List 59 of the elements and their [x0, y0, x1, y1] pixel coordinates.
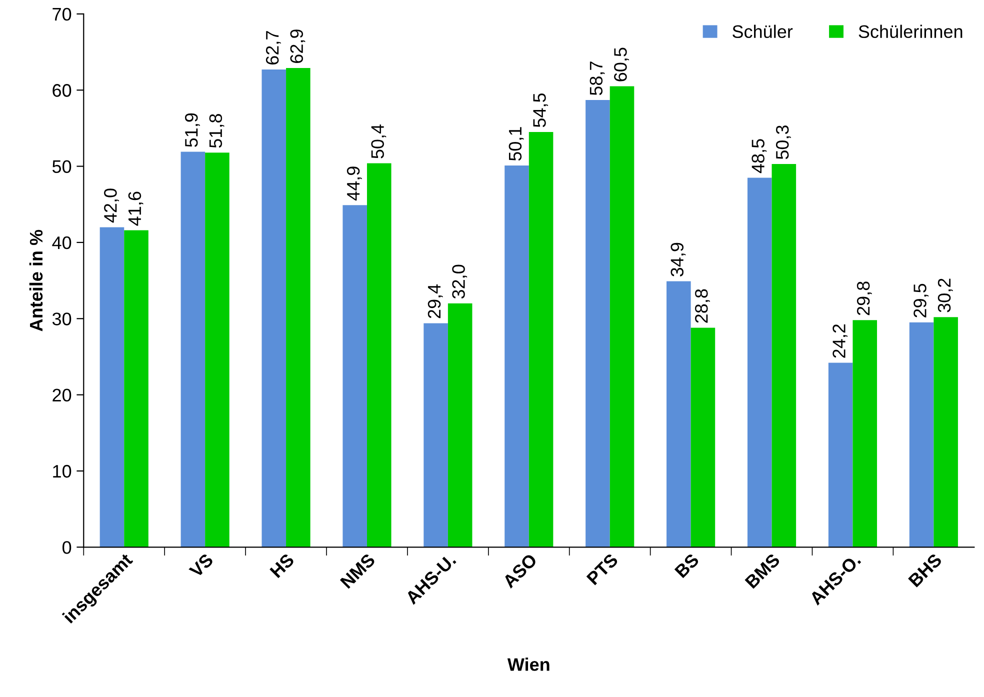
- y-tick-label: 0: [62, 541, 72, 554]
- bar: [610, 86, 634, 548]
- x-tick-label: BS: [674, 552, 700, 578]
- x-tick-label: VS: [188, 552, 214, 578]
- bar: [747, 178, 772, 548]
- legend-label: Schüler: [732, 24, 793, 38]
- bar: [586, 100, 610, 548]
- data-label: 32,0: [452, 264, 468, 299]
- y-axis-title: Anteile in %: [29, 230, 43, 332]
- bar: [424, 323, 448, 548]
- bar: [504, 166, 529, 548]
- data-label: 29,5: [914, 284, 929, 318]
- y-tick-label: 70: [52, 8, 72, 21]
- y-tick-label: 20: [52, 388, 72, 402]
- data-label: 24,2: [832, 324, 848, 358]
- data-label: 42,0: [104, 188, 119, 223]
- y-tick-label: 50: [52, 160, 72, 174]
- bar: [666, 281, 691, 548]
- bar: [852, 320, 878, 548]
- bar: [690, 328, 716, 548]
- data-label: 50,1: [508, 127, 524, 161]
- bar: [366, 163, 392, 548]
- bar: [934, 317, 958, 548]
- bar: [180, 152, 206, 548]
- data-label: 29,8: [856, 282, 872, 316]
- bar: [528, 132, 554, 548]
- y-tick-label: 60: [52, 84, 72, 97]
- x-axis-title: Wien: [507, 658, 550, 671]
- bar: [772, 164, 796, 548]
- y-tick-label: 30: [52, 312, 72, 326]
- data-label: 54,5: [533, 93, 548, 128]
- data-label: 34,9: [670, 242, 686, 276]
- data-label: 51,8: [209, 114, 224, 148]
- y-tick-label: 40: [52, 236, 72, 250]
- bar: [100, 227, 124, 548]
- data-label: 48,5: [752, 139, 767, 174]
- bar: [448, 303, 472, 548]
- bar: [286, 68, 310, 548]
- data-label: 58,7: [590, 62, 605, 96]
- bar: [342, 205, 367, 548]
- data-label: 28,8: [695, 289, 710, 323]
- legend-label: Schülerinnen: [858, 24, 962, 38]
- bar: [205, 152, 230, 548]
- data-label: 62,9: [290, 30, 306, 63]
- data-label: 44,9: [346, 166, 362, 201]
- bar: [909, 322, 934, 548]
- bar: [828, 362, 853, 548]
- data-label: 50,4: [371, 124, 386, 158]
- bar: [124, 230, 148, 548]
- data-label: 51,9: [184, 113, 200, 147]
- x-tick-label: HS: [269, 552, 295, 578]
- y-tick-label: 10: [53, 464, 72, 478]
- bar: [262, 70, 286, 548]
- data-label: 41,6: [128, 192, 144, 226]
- data-label: 30,2: [938, 278, 953, 312]
- data-label: 60,5: [614, 48, 629, 82]
- data-label: 50,3: [776, 125, 791, 160]
- data-label: 29,4: [428, 284, 443, 318]
- data-label: 62,7: [266, 31, 281, 64]
